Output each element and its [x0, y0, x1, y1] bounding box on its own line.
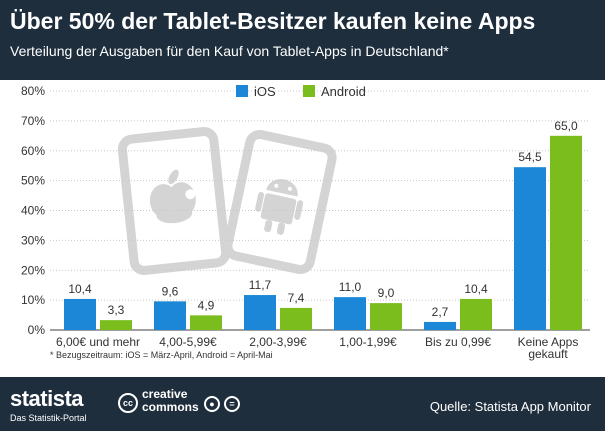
data-label: 11,0 [339, 280, 362, 294]
data-label: 9,0 [378, 286, 395, 300]
source-text: Quelle: Statista App Monitor [429, 399, 591, 414]
data-label: 10,4 [68, 282, 92, 296]
x-tick-label: 1,00-1,99€ [339, 335, 397, 349]
y-tick-label: 40% [21, 204, 45, 218]
data-label: 9,6 [162, 284, 179, 298]
bar-android [370, 303, 402, 330]
data-label: 7,4 [288, 291, 305, 305]
y-tick-label: 60% [21, 144, 45, 158]
x-tick-label: gekauft [528, 347, 568, 361]
bar-android [190, 315, 222, 330]
y-tick-label: 70% [21, 114, 45, 128]
data-label: 2,7 [432, 305, 449, 319]
bar-android [100, 320, 132, 330]
data-label: 3,3 [108, 303, 125, 317]
y-tick-label: 50% [21, 174, 45, 188]
footnote: * Bezugszeitraum: iOS = März-April, Andr… [50, 350, 273, 360]
statista-logo: statista [10, 386, 84, 411]
data-label: 4,9 [198, 298, 215, 312]
cc-icon: cc [118, 393, 138, 413]
legend-swatch-ios [236, 85, 248, 97]
cc-text: creative commons [142, 388, 199, 414]
bar-ios [244, 295, 276, 330]
creative-commons-logo: cc creative commons ● = [118, 388, 240, 418]
bar-ios [334, 297, 366, 330]
legend-swatch-android [303, 85, 315, 97]
legend: iOS Android [236, 84, 366, 99]
bar-ios [64, 298, 96, 330]
data-label: 54,5 [518, 150, 542, 164]
android-tablet-icon [223, 129, 337, 275]
bar-android [460, 298, 492, 330]
cc-line2: commons [142, 400, 199, 414]
bar-ios [154, 301, 186, 330]
data-label: 10,4 [464, 282, 488, 296]
y-tick-label: 0% [28, 323, 46, 337]
y-axis: 0% 10% 20% 30% 40% 50% 60% 70% 80% [21, 84, 45, 337]
bar-ios [514, 167, 546, 330]
apple-tablet-icon [117, 127, 231, 275]
x-tick-label: 2,00-3,99€ [249, 335, 307, 349]
cc-nd-icon: = [224, 396, 240, 412]
header: Über 50% der Tablet-Besitzer kaufen kein… [0, 0, 605, 80]
bar-android [280, 307, 312, 330]
bar-android [550, 135, 582, 330]
x-tick-label: 6,00€ und mehr [56, 335, 140, 349]
legend-label-android: Android [321, 84, 366, 99]
statista-tagline: Das Statistik-Portal [10, 413, 87, 423]
y-tick-label: 80% [21, 84, 45, 98]
cc-by-icon: ● [204, 396, 220, 412]
footer: statista Das Statistik-Portal cc creativ… [0, 377, 605, 431]
data-label: 65,0 [554, 119, 578, 133]
x-axis-labels: 6,00€ und mehr 4,00-5,99€ 2,00-3,99€ 1,00-1… [56, 335, 578, 361]
gridlines [50, 90, 590, 331]
x-tick-label: Bis zu 0,99€ [425, 335, 491, 349]
y-tick-label: 30% [21, 233, 45, 247]
bars: 10,4 3,3 9,6 4,9 11,7 7,4 11,0 9,0 2,7 10,4 54,5 65… [64, 119, 582, 330]
x-tick-label: 4,00-5,99€ [159, 335, 217, 349]
bar-ios [424, 321, 456, 330]
data-label: 11,7 [249, 278, 272, 292]
y-tick-label: 20% [21, 263, 45, 277]
legend-label-ios: iOS [254, 84, 276, 99]
cc-line1: creative [142, 387, 188, 401]
page-subtitle: Verteilung der Ausgaben für den Kauf von… [10, 43, 449, 59]
y-tick-label: 10% [21, 293, 45, 307]
page-title: Über 50% der Tablet-Besitzer kaufen kein… [10, 8, 536, 34]
bar-chart: 0% 10% 20% 30% 40% 50% 60% 70% 80% 10,4 3,3 9,6 4,9… [21, 84, 590, 361]
x-tick-label: Keine Apps [518, 335, 579, 349]
